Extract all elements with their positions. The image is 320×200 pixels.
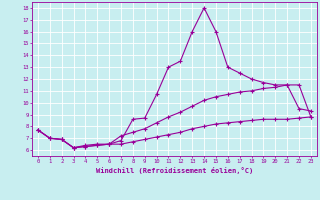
X-axis label: Windchill (Refroidissement éolien,°C): Windchill (Refroidissement éolien,°C) [96,167,253,174]
